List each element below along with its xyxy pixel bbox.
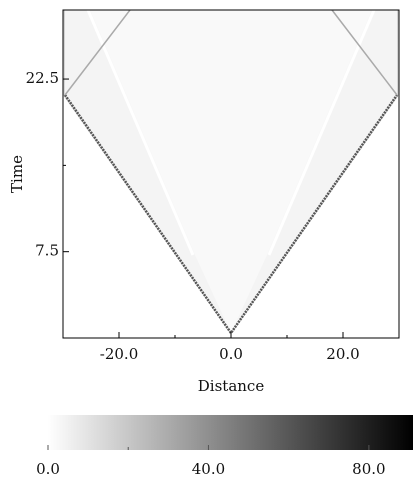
colorbar-tick-label: 80.0	[352, 460, 385, 478]
x-tick-label: -20.0	[100, 345, 138, 363]
field-inner	[90, 10, 372, 333]
x-axis-label: Distance	[198, 377, 265, 395]
y-tick-label: 7.5	[35, 242, 59, 260]
y-axis-label: Time	[8, 155, 26, 193]
x-tick-label: 20.0	[326, 345, 359, 363]
bright-ray	[267, 9, 376, 256]
field	[63, 9, 399, 338]
x-tick-label: 0.0	[219, 345, 243, 363]
colorbar	[48, 415, 413, 450]
reflected-front	[64, 9, 131, 96]
bright-ray	[86, 9, 195, 256]
wave-front	[63, 94, 399, 336]
colorbar-tick-label: 40.0	[192, 460, 225, 478]
reflected-front	[331, 9, 398, 96]
field-outside	[63, 95, 399, 338]
y-tick-label: 22.5	[26, 69, 59, 87]
colorbar-tick-label: 0.0	[36, 460, 60, 478]
